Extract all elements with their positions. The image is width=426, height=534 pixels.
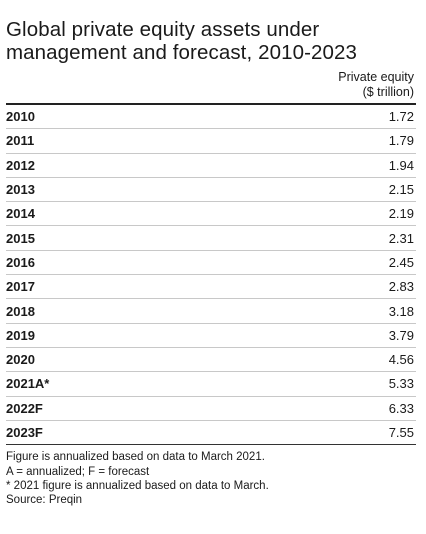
column-header: Private equity ($ trillion) xyxy=(6,70,416,100)
table-row: 2020 4.56 xyxy=(6,347,416,373)
year-label: 2020 xyxy=(6,347,258,373)
year-label: 2018 xyxy=(6,298,258,324)
year-label: 2011 xyxy=(6,128,258,154)
table-row: 2021A* 5.33 xyxy=(6,371,416,397)
value-label: 2.83 xyxy=(257,274,416,300)
table-row: 2018 3.18 xyxy=(6,298,416,324)
year-label: 2021A* xyxy=(6,371,258,397)
value-label: 1.72 xyxy=(257,105,416,130)
year-label: 2012 xyxy=(6,153,258,178)
table-row: 2019 3.79 xyxy=(6,323,416,348)
year-label: 2015 xyxy=(6,225,258,251)
table-row: 2013 2.15 xyxy=(6,177,416,203)
footnote-line: A = annualized; F = forecast xyxy=(6,465,150,478)
table-row: 2022F 6.33 xyxy=(6,396,416,421)
column-header-line2: ($ trillion) xyxy=(362,85,414,99)
footnote-line: * 2021 figure is annualized based on dat… xyxy=(6,479,269,492)
source-line: Source: Preqin xyxy=(6,494,83,507)
table-row: 2015 2.31 xyxy=(6,225,416,251)
value-label: 1.79 xyxy=(257,128,416,154)
table-row: 2010 1.72 xyxy=(6,105,416,130)
header-rule xyxy=(6,103,416,105)
year-label: 2010 xyxy=(6,105,258,130)
column-header-line1: Private equity xyxy=(338,70,414,84)
value-label: 5.33 xyxy=(257,371,416,397)
value-label: 2.15 xyxy=(257,177,416,203)
year-label: 2013 xyxy=(6,177,258,203)
year-label: 2019 xyxy=(6,323,258,348)
value-label: 2.45 xyxy=(257,250,416,276)
year-label: 2014 xyxy=(6,201,258,227)
year-label: 2023F xyxy=(6,420,258,446)
value-label: 3.79 xyxy=(257,323,416,348)
chart-title: Global private equity assets under manag… xyxy=(6,18,357,64)
table-row: 2011 1.79 xyxy=(6,128,416,154)
data-table: 2010 1.72 2011 1.79 2012 1.94 2013 2.15 2014 2.19… xyxy=(6,105,416,446)
table-row: 2017 2.83 xyxy=(6,274,416,300)
value-label: 2.31 xyxy=(257,225,416,251)
value-label: 6.33 xyxy=(257,396,416,421)
table-row: 2016 2.45 xyxy=(6,250,416,276)
year-label: 2017 xyxy=(6,274,258,300)
table-row: 2012 1.94 xyxy=(6,153,416,178)
table-body: 2010 1.72 2011 1.79 2012 1.94 2013 2.15 2014 2.19… xyxy=(6,105,416,446)
table-row: 2014 2.19 xyxy=(6,201,416,227)
value-label: 4.56 xyxy=(257,347,416,373)
value-label: 3.18 xyxy=(257,298,416,324)
value-label: 2.19 xyxy=(257,201,416,227)
value-label: 7.55 xyxy=(257,420,416,446)
value-label: 1.94 xyxy=(257,153,416,178)
table-row: 2023F 7.55 xyxy=(6,420,416,446)
chart-container: Global private equity assets under manag… xyxy=(6,0,416,508)
year-label: 2022F xyxy=(6,396,258,421)
footnote-line: Figure is annualized based on data to Ma… xyxy=(6,451,265,464)
year-label: 2016 xyxy=(6,250,258,276)
footnotes: Figure is annualized based on data to Ma… xyxy=(6,450,416,508)
